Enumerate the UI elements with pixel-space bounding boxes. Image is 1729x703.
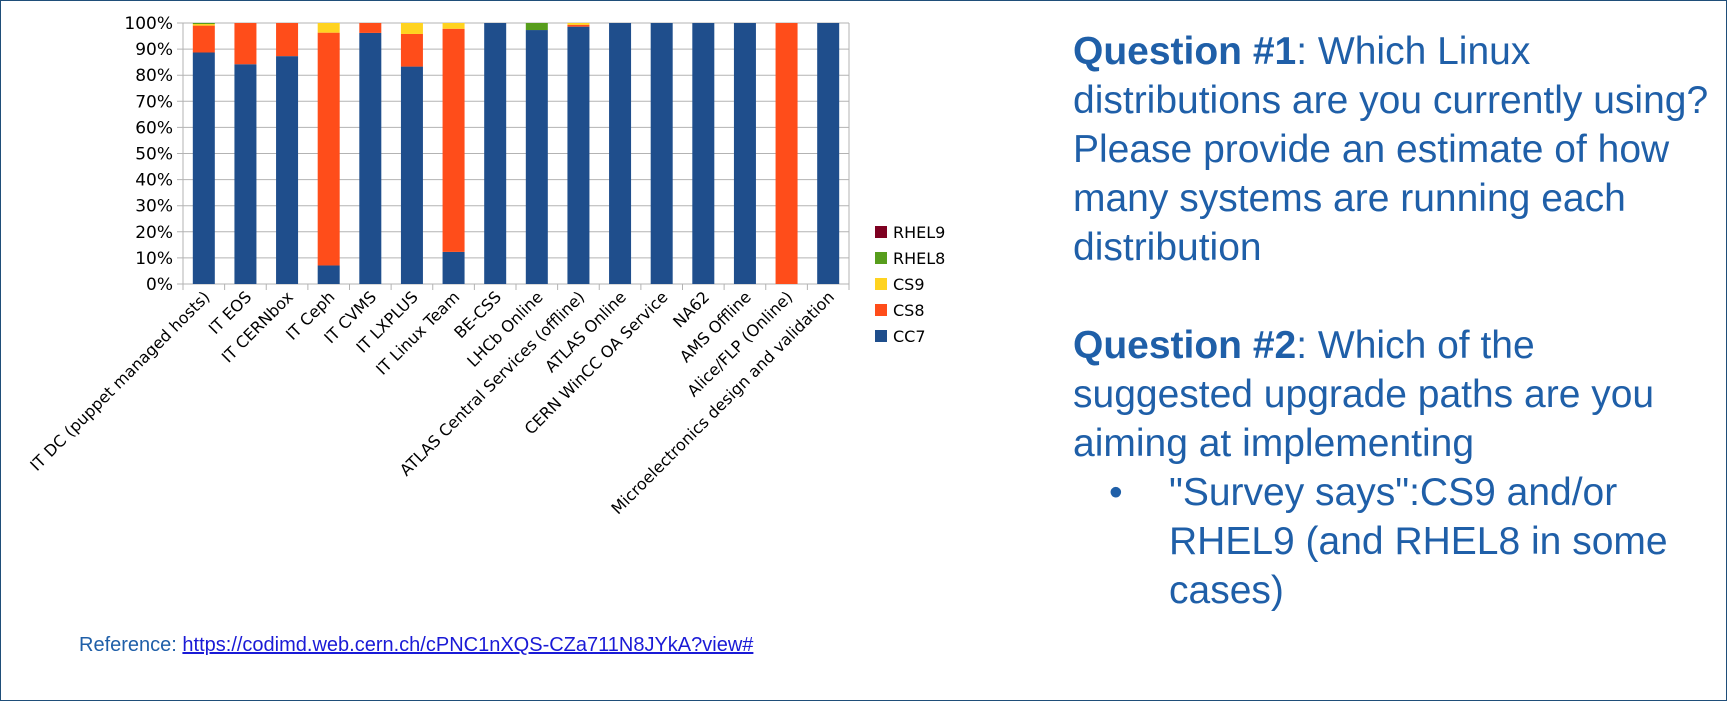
y-tick-label: 100% xyxy=(124,14,173,34)
legend-swatch-rhel9 xyxy=(875,226,887,238)
bar-segment-cc7 xyxy=(817,23,840,284)
chart-bars xyxy=(192,23,840,285)
legend-label-rhel9: RHEL9 xyxy=(893,223,945,242)
y-tick-label: 80% xyxy=(135,66,173,86)
bar-segment-cc7 xyxy=(484,23,507,284)
y-axis-ticks: 0% 10% 20% 30% 40% 50% 60% 70% 80% 90% 100% xyxy=(124,14,173,295)
bar-segment-cs8 xyxy=(400,33,423,67)
y-tick-label: 40% xyxy=(135,171,173,191)
bullet-icon: • xyxy=(1109,471,1123,514)
bar-segment-cs9 xyxy=(567,23,590,25)
legend-label-cs9: CS9 xyxy=(893,275,925,294)
bar-segment-cc7 xyxy=(276,56,299,284)
bar-segment-cs8 xyxy=(442,28,465,252)
survey-bullet: • "Survey says":CS9 and/or RHEL9 (and RH… xyxy=(1073,468,1723,615)
legend-label-cc7: CC7 xyxy=(893,327,926,346)
bar-segment-rhel8 xyxy=(192,23,215,25)
chart-legend: RHEL9 RHEL8 CS9 CS8 CC7 xyxy=(875,223,945,346)
bar-segment-cs8 xyxy=(276,23,299,57)
survey-bullet-text: "Survey says":CS9 and/or RHEL9 (and RHEL… xyxy=(1169,471,1668,612)
legend-swatch-rhel8 xyxy=(875,252,887,264)
bar-segment-cs8 xyxy=(234,23,257,65)
reference-link[interactable]: https://codimd.web.cern.ch/cPNC1nXQS-CZa… xyxy=(182,634,754,656)
legend-swatch-cc7 xyxy=(875,330,887,342)
legend-label-rhel8: RHEL8 xyxy=(893,249,945,268)
legend-swatch-cs9 xyxy=(875,278,887,290)
bar-segment-cc7 xyxy=(650,23,673,284)
y-tick-label: 90% xyxy=(135,40,173,60)
y-tick-label: 20% xyxy=(135,223,173,243)
bar-segment-cs9 xyxy=(400,23,423,34)
bar-segment-cc7 xyxy=(733,23,756,284)
y-tick-label: 10% xyxy=(135,249,173,269)
y-tick-label: 60% xyxy=(135,118,173,138)
bar-segment-cc7 xyxy=(192,52,215,285)
bar-segment-cs8 xyxy=(192,25,215,53)
bar-segment-cs9 xyxy=(317,23,340,33)
bar-segment-cc7 xyxy=(400,66,423,284)
bar-segment-cc7 xyxy=(359,32,382,284)
reference-label: Reference: xyxy=(79,634,177,656)
question-1-text: : Which Linux distributions are you curr… xyxy=(1073,30,1709,269)
legend-swatch-cs8 xyxy=(875,304,887,316)
bar-segment-cc7 xyxy=(317,265,340,284)
bar-segment-cc7 xyxy=(525,30,548,285)
bar-segment-cs8 xyxy=(359,23,382,33)
bar-segment-cs9 xyxy=(192,24,215,26)
y-tick-label: 70% xyxy=(135,92,173,112)
y-tick-label: 50% xyxy=(135,145,173,165)
bar-segment-cs8 xyxy=(317,32,340,266)
legend-label-cs8: CS8 xyxy=(893,301,925,320)
questions-panel: Question #1: Which Linux distributions a… xyxy=(1073,27,1723,615)
bar-segment-cc7 xyxy=(609,23,632,284)
question-2-text: : Which of the suggested upgrade paths a… xyxy=(1073,324,1655,465)
reference-line: Reference: https://codimd.web.cern.ch/cP… xyxy=(79,634,753,657)
question-1: Question #1: Which Linux distributions a… xyxy=(1073,27,1723,272)
question-2: Question #2: Which of the suggested upgr… xyxy=(1073,321,1723,468)
bar-segment-cc7 xyxy=(234,64,257,284)
x-category-label: IT DC (puppet managed hosts) xyxy=(26,287,213,474)
bar-segment-cc7 xyxy=(442,251,465,284)
question-1-title: Question #1 xyxy=(1073,30,1297,73)
bar-segment-rhel8 xyxy=(525,23,548,31)
stacked-bar-chart: 0% 10% 20% 30% 40% 50% 60% 70% 80% 90% 100% IT DC … xyxy=(26,14,945,518)
bar-segment-cs8 xyxy=(775,23,798,284)
bar-segment-cc7 xyxy=(692,23,715,284)
bar-segment-cc7 xyxy=(567,26,590,285)
bar-segment-cs9 xyxy=(442,23,465,29)
y-tick-label: 30% xyxy=(135,197,173,217)
y-tick-label: 0% xyxy=(146,275,173,295)
bar-segment-cs8 xyxy=(567,24,590,27)
question-2-title: Question #2 xyxy=(1073,324,1297,367)
